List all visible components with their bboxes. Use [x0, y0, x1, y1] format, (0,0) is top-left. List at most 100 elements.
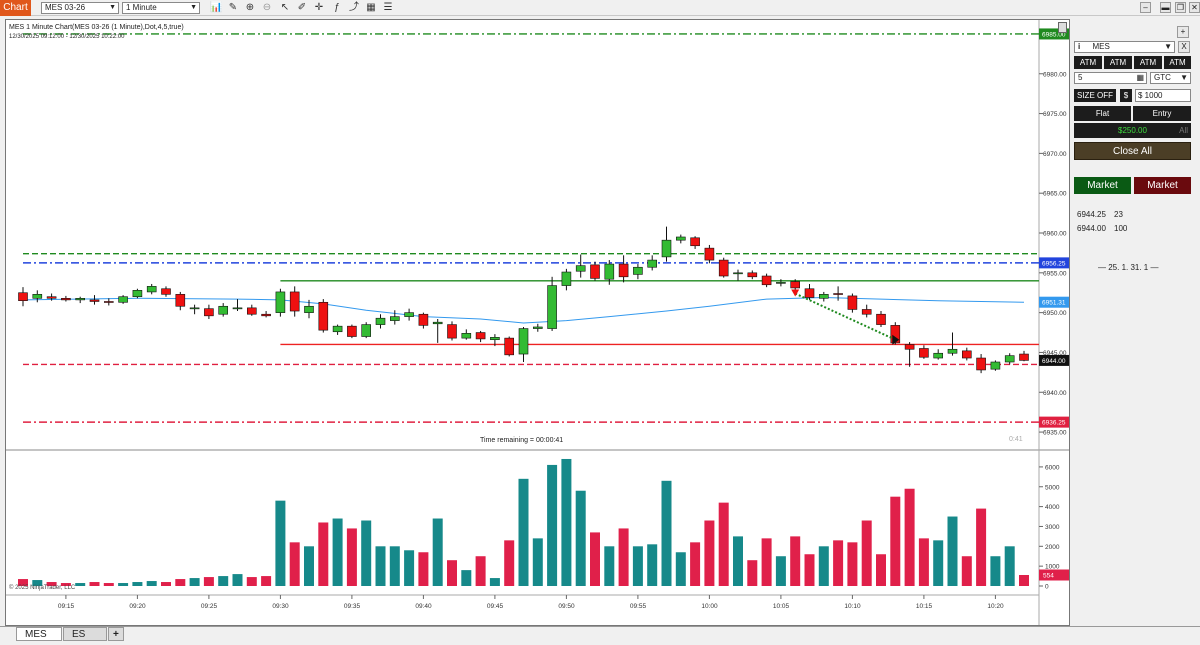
draw-pen-icon[interactable]: ✎: [228, 2, 238, 13]
close-panel-button[interactable]: X: [1178, 41, 1190, 53]
candle-body: [490, 337, 500, 341]
price-flag: [1039, 354, 1069, 366]
volume-bar: [75, 583, 86, 586]
instrument-tab-bar: MES ES +: [0, 626, 1200, 645]
quantity-value: 5: [1078, 73, 1083, 82]
candle-body: [447, 324, 457, 339]
drawing-tools-icon[interactable]: ✐: [297, 2, 307, 13]
calculator-icon[interactable]: ▦: [1136, 73, 1144, 82]
price-flag-label: 6936.25: [1042, 420, 1066, 427]
candle-body: [189, 307, 200, 310]
tab-mes[interactable]: MES: [16, 627, 62, 641]
interval-selector[interactable]: 1 Minute ▼: [122, 2, 200, 14]
restore-window-icon[interactable]: ❐: [1175, 2, 1186, 13]
info-icon: i: [1078, 42, 1081, 51]
account-instrument-selector[interactable]: i MES ▼: [1074, 41, 1175, 53]
atm-button-2[interactable]: ATM: [1104, 56, 1132, 69]
zoom-out-icon[interactable]: ⊖: [262, 2, 272, 13]
add-tab-button[interactable]: +: [108, 627, 124, 641]
flat-button[interactable]: Flat: [1074, 106, 1131, 121]
close-window-icon[interactable]: ✕: [1189, 2, 1200, 13]
amount-input[interactable]: $ 1000: [1135, 89, 1191, 102]
candle-body: [861, 309, 872, 315]
candle-body: [118, 296, 128, 303]
instrument-selector[interactable]: MES 03-26 ▼: [41, 2, 119, 14]
candle-body: [561, 271, 572, 286]
crosshair-icon[interactable]: ✛: [314, 2, 324, 13]
price-flag-label: 6956.25: [1042, 260, 1066, 267]
bar-type-icon[interactable]: 📊: [210, 2, 223, 13]
candle-body: [904, 344, 915, 350]
market-sell-button[interactable]: Market: [1134, 177, 1191, 194]
volume-bar: [432, 518, 443, 586]
volume-bar: [704, 520, 715, 586]
candle-body: [275, 291, 286, 313]
pointer-icon[interactable]: ↖: [280, 2, 290, 13]
price-chart[interactable]: 6980.00 6975.00 6970.00 6965.00 6960.00 6955.…: [6, 20, 1069, 625]
tif-value: GTC: [1154, 73, 1171, 82]
candle-body: [175, 294, 186, 307]
tab-es[interactable]: ES: [63, 627, 107, 641]
volume-bar: [1004, 546, 1015, 586]
candle-body: [704, 247, 715, 261]
candle-body: [961, 350, 972, 359]
entry-button[interactable]: Entry: [1133, 106, 1191, 121]
price-flag: [1039, 28, 1069, 40]
price-tick-label: 6980.00: [1043, 71, 1067, 78]
chart-menu-button[interactable]: Chart: [0, 0, 31, 16]
zoom-in-icon[interactable]: ⊕: [245, 2, 255, 13]
volume-bar: [861, 520, 872, 586]
volume-bar: [475, 556, 486, 586]
candle-body: [404, 312, 414, 317]
candle-body: [461, 333, 472, 339]
strategies-icon[interactable]: ⤴: [349, 2, 359, 13]
atm-button-3[interactable]: ATM: [1134, 56, 1162, 69]
pin-window-icon[interactable]: ▬: [1160, 2, 1171, 13]
close-all-button[interactable]: Close All: [1074, 142, 1191, 160]
candle-body: [504, 337, 515, 356]
candle-body: [647, 259, 658, 268]
indicators-icon[interactable]: ƒ: [334, 2, 340, 13]
time-tick-label: 09:20: [129, 603, 146, 610]
interval-selector-value: 1 Minute: [126, 3, 157, 12]
scroll-options-icon[interactable]: [1058, 22, 1067, 33]
candle-body: [75, 298, 85, 301]
candle-body: [933, 352, 944, 359]
properties-icon[interactable]: ☰: [383, 2, 393, 13]
quantity-input[interactable]: 5 ▦: [1074, 72, 1147, 84]
size-off-button[interactable]: SIZE OFF: [1074, 89, 1116, 102]
position-row: 6944.25 23: [1077, 210, 1123, 219]
volume-bar: [218, 576, 229, 586]
candle-body: [46, 296, 57, 299]
templates-icon[interactable]: ▦: [366, 2, 376, 13]
exit-marker: [892, 334, 900, 345]
candle-body: [675, 236, 686, 241]
add-panel-button[interactable]: +: [1177, 26, 1189, 38]
candle-body: [990, 361, 1001, 370]
candle-body: [218, 305, 228, 315]
volume-bar: [775, 556, 786, 586]
candle-body: [890, 325, 901, 344]
volume-bar: [847, 542, 858, 586]
price-tick-label: 6970.00: [1043, 151, 1067, 158]
candle-body: [818, 294, 829, 299]
time-tick-label: 09:25: [201, 603, 218, 610]
atm-button-1[interactable]: ATM: [1074, 56, 1102, 69]
tif-selector[interactable]: GTC ▼: [1150, 72, 1191, 84]
chart-panel[interactable]: 6980.00 6975.00 6970.00 6965.00 6960.00 6955.…: [5, 19, 1070, 626]
candle-body: [518, 328, 529, 355]
minimize-window-icon[interactable]: –: [1140, 2, 1151, 13]
market-buy-button[interactable]: Market: [1074, 177, 1131, 194]
position-row: 6944.00 100: [1077, 224, 1127, 233]
volume-tick-label: 0: [1045, 584, 1049, 591]
candle-body: [790, 281, 801, 289]
time-tick-label: 09:40: [415, 603, 432, 610]
candle-body: [919, 348, 929, 358]
dollar-button[interactable]: $: [1120, 89, 1132, 102]
candle-body: [1019, 353, 1029, 361]
atm-button-4[interactable]: ATM: [1164, 56, 1191, 69]
price-tick-label: 6955.00: [1043, 270, 1067, 277]
volume-bar: [318, 522, 329, 586]
volume-bar: [632, 546, 643, 586]
price-tick-label: 6975.00: [1043, 111, 1067, 118]
